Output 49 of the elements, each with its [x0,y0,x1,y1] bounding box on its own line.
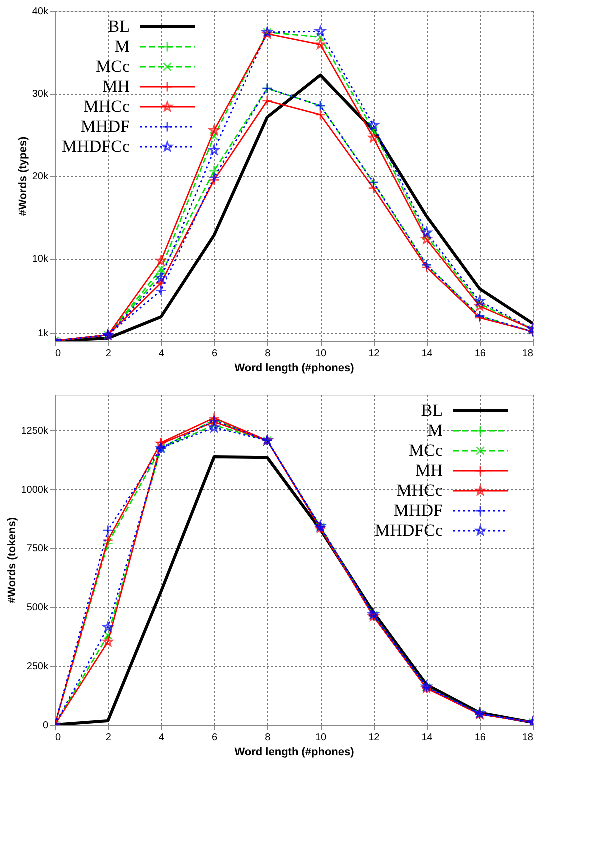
legend-label: MHDFCc [62,137,130,156]
x-tick-label: 14 [422,732,434,744]
x-tick-label: 6 [212,732,218,744]
legend-label: MHDFCc [374,521,444,540]
x-tick-label: 4 [158,348,165,360]
x-axis-title: Word length (#phones) [234,746,355,758]
x-tick-label: 14 [422,348,434,360]
y-tick-label: 1000k [21,484,50,496]
y-tick-label: 1k [38,328,50,340]
legend-label: MH [102,77,130,96]
legend-label: MCc [96,57,130,76]
x-tick-label: 18 [522,732,534,744]
x-tick-label: 16 [474,732,486,744]
y-tick-label: 0 [42,720,49,732]
x-tick-label: 18 [522,348,534,360]
x-tick-label: 10 [315,732,328,744]
y-tick-label: 30k [32,89,50,100]
legend-label: BL [108,17,130,36]
legend-label: MHCc [396,481,444,500]
legend-label: M [428,421,443,440]
legend-label: BL [421,401,443,420]
y-tick-label: 250k [26,662,50,673]
legend-label: MH [416,461,443,480]
x-tick-label: 6 [212,348,218,360]
x-tick-label: 16 [474,348,486,360]
x-tick-label: 2 [106,348,112,360]
legend-label: MHDF [394,501,443,520]
y-tick-label: 750k [26,544,50,555]
x-tick-label: 12 [368,732,380,744]
x-axis-title: Word length (#phones) [234,362,355,374]
y-tick-label: 500k [26,602,50,614]
y-tick-label: 1250k [21,426,50,437]
y-tick-label: 20k [32,172,50,182]
x-tick-label: 12 [368,348,380,360]
y-axis-title: #Words (types) [17,136,30,216]
legend-label: MHDF [80,117,130,136]
y-axis-title: #Words (tokens) [6,517,18,604]
legend-label: M [114,37,130,56]
x-tick-label: 4 [158,732,165,744]
x-tick-label: 8 [265,348,272,360]
legend-label: MHCc [84,97,130,116]
legend-label: MCc [409,441,444,460]
x-tick-label: 8 [265,732,272,744]
x-tick-label: 0 [56,348,62,360]
x-tick-label: 2 [106,732,112,744]
y-tick-label: 40k [32,6,50,18]
y-tick-label: 10k [32,254,50,265]
x-tick-label: 0 [56,732,62,744]
x-tick-label: 10 [315,348,328,360]
